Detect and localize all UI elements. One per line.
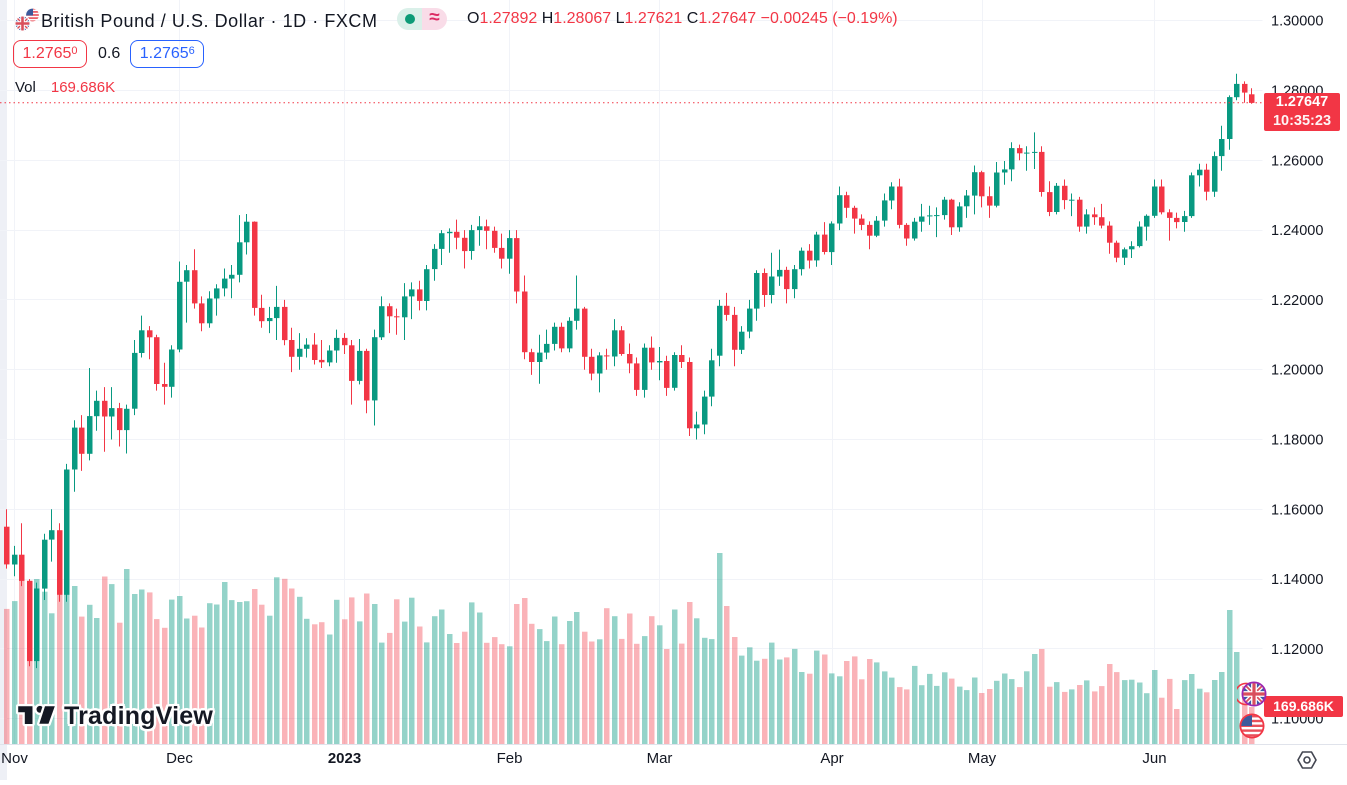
svg-text:May: May [968, 750, 997, 767]
svg-text:1.20000: 1.20000 [1271, 363, 1323, 379]
svg-text:1.22000: 1.22000 [1271, 293, 1323, 309]
svg-text:1.16000: 1.16000 [1271, 502, 1323, 518]
svg-text:Nov: Nov [1, 750, 28, 767]
svg-text:Mar: Mar [647, 750, 673, 767]
svg-text:Dec: Dec [166, 750, 193, 767]
svg-text:Jun: Jun [1142, 750, 1166, 767]
svg-text:1.12000: 1.12000 [1271, 642, 1323, 658]
svg-text:2023: 2023 [328, 750, 361, 767]
svg-text:Feb: Feb [497, 750, 523, 767]
svg-text:1.14000: 1.14000 [1271, 572, 1323, 588]
svg-text:1.26000: 1.26000 [1271, 153, 1323, 169]
svg-text:1.18000: 1.18000 [1271, 433, 1323, 449]
svg-text:1.24000: 1.24000 [1271, 223, 1323, 239]
svg-text:Apr: Apr [820, 750, 843, 767]
svg-text:1.30000: 1.30000 [1271, 14, 1323, 30]
